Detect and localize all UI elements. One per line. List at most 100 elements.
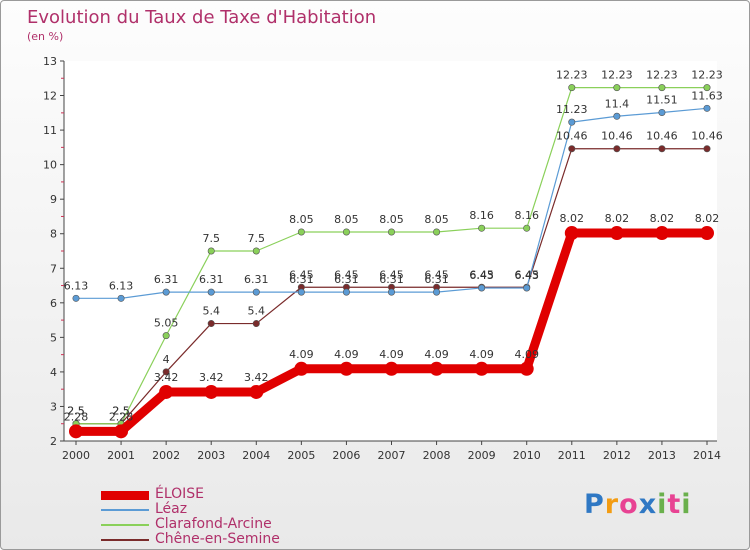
data-label-eloise: 3.42 <box>154 371 179 384</box>
data-label-leaz: 6.31 <box>199 273 224 286</box>
data-label-clarafond-arcine: 2.5 <box>112 405 130 418</box>
data-point-eloise <box>294 361 309 376</box>
y-tick-label: 5 <box>50 331 57 344</box>
x-tick-label: 2014 <box>693 449 721 462</box>
y-tick-label: 12 <box>43 90 57 103</box>
data-point-clarafond-arcine <box>252 247 260 255</box>
brand-letter: x <box>638 489 658 520</box>
data-point-clarafond-arcine <box>523 224 531 232</box>
x-tick-label: 2004 <box>242 449 270 462</box>
x-tick-label: 2000 <box>62 449 90 462</box>
data-label-leaz: 11.4 <box>605 97 630 110</box>
data-label-chene-en-semine: 10.46 <box>601 130 633 143</box>
data-label-leaz: 6.13 <box>64 279 89 292</box>
data-point-leaz <box>162 288 170 296</box>
data-label-eloise: 2.28 <box>109 410 134 423</box>
data-label-leaz: 6.31 <box>334 273 359 286</box>
plot-area <box>64 61 717 441</box>
data-point-eloise <box>249 384 264 399</box>
brand-letter: i <box>657 489 668 520</box>
data-label-eloise: 4.09 <box>379 348 404 361</box>
y-tick-label: 11 <box>43 124 57 137</box>
brand-letter: i <box>681 489 692 520</box>
data-label-clarafond-arcine: 12.23 <box>601 69 633 82</box>
data-point-clarafond-arcine <box>478 224 486 232</box>
data-point-leaz <box>523 284 531 292</box>
legend-label: Clarafond-Arcine <box>155 516 272 532</box>
brand-logo: Proxiti <box>584 489 692 520</box>
data-label-chene-en-semine: 6.45 <box>334 268 359 281</box>
data-point-leaz <box>478 284 486 292</box>
data-label-leaz: 6.31 <box>289 273 314 286</box>
data-point-leaz <box>613 112 621 120</box>
legend-swatch <box>101 490 149 500</box>
y-tick-label: 8 <box>50 228 57 241</box>
data-point-clarafond-arcine <box>297 228 305 236</box>
data-point-eloise <box>159 384 174 399</box>
x-tick-label: 2009 <box>468 449 496 462</box>
data-label-clarafond-arcine: 2.5 <box>67 405 85 418</box>
data-point-eloise <box>519 361 534 376</box>
brand-letter: o <box>619 489 639 520</box>
x-tick-label: 2007 <box>378 449 406 462</box>
data-point-eloise <box>384 361 399 376</box>
y-tick-label: 6 <box>50 297 57 310</box>
data-point-eloise <box>339 361 354 376</box>
data-label-leaz: 11.51 <box>646 93 678 106</box>
data-label-eloise: 4.09 <box>334 348 359 361</box>
data-point-leaz <box>658 108 666 116</box>
data-point-eloise <box>700 226 714 241</box>
data-point-clarafond-arcine <box>613 84 621 92</box>
data-label-chene-en-semine: 4 <box>163 353 170 366</box>
data-point-chene-en-semine <box>568 145 576 153</box>
data-label-chene-en-semine: 6.45 <box>424 268 449 281</box>
data-label-chene-en-semine: 2.5 <box>67 405 85 418</box>
data-label-chene-en-semine: 6.45 <box>379 268 404 281</box>
data-label-chene-en-semine: 2.5 <box>112 405 130 418</box>
data-label-clarafond-arcine: 12.23 <box>556 69 588 82</box>
legend-label: Chêne-en-Semine <box>155 531 280 547</box>
data-label-eloise: 2.28 <box>64 410 89 423</box>
legend-label: Léaz <box>155 501 188 517</box>
data-label-eloise: 4.09 <box>289 348 314 361</box>
data-label-clarafond-arcine: 7.5 <box>248 232 266 245</box>
x-tick-label: 2013 <box>648 449 676 462</box>
data-point-leaz <box>387 288 395 296</box>
data-point-clarafond-arcine <box>387 228 395 236</box>
data-label-eloise: 3.42 <box>199 371 224 384</box>
data-point-chene-en-semine <box>162 368 170 376</box>
data-label-leaz: 6.43 <box>514 269 539 282</box>
legend-swatch <box>101 539 149 541</box>
data-point-eloise <box>204 384 219 399</box>
data-label-eloise: 4.09 <box>424 348 449 361</box>
y-tick-label: 4 <box>50 366 57 379</box>
x-tick-label: 2001 <box>107 449 135 462</box>
data-label-clarafond-arcine: 8.16 <box>514 209 539 222</box>
data-point-eloise <box>429 361 444 376</box>
data-label-leaz: 6.31 <box>379 273 404 286</box>
data-point-eloise <box>654 226 669 241</box>
data-point-chene-en-semine <box>252 320 260 328</box>
data-point-chene-en-semine <box>703 145 711 153</box>
data-point-leaz <box>72 294 80 302</box>
data-label-eloise: 4.09 <box>514 348 539 361</box>
y-tick-label: 7 <box>50 262 57 275</box>
data-point-leaz <box>252 288 260 296</box>
data-label-chene-en-semine: 10.46 <box>556 130 588 143</box>
data-label-clarafond-arcine: 5.05 <box>154 317 179 330</box>
legend-label: ÉLOISE <box>155 486 205 502</box>
data-label-eloise: 8.02 <box>560 212 585 225</box>
data-label-eloise: 8.02 <box>605 212 630 225</box>
x-tick-label: 2005 <box>287 449 315 462</box>
data-point-leaz <box>703 104 711 112</box>
data-point-eloise <box>564 226 579 241</box>
chart-title: Evolution du Taux de Taxe d'Habitation <box>27 7 377 28</box>
data-label-clarafond-arcine: 8.05 <box>379 213 404 226</box>
data-label-chene-en-semine: 10.46 <box>691 130 723 143</box>
data-label-leaz: 6.31 <box>244 273 269 286</box>
data-label-leaz: 11.23 <box>556 103 588 116</box>
legend-swatch <box>101 524 149 526</box>
data-label-eloise: 3.42 <box>244 371 269 384</box>
data-label-clarafond-arcine: 12.23 <box>691 69 723 82</box>
x-tick-label: 2012 <box>603 449 631 462</box>
